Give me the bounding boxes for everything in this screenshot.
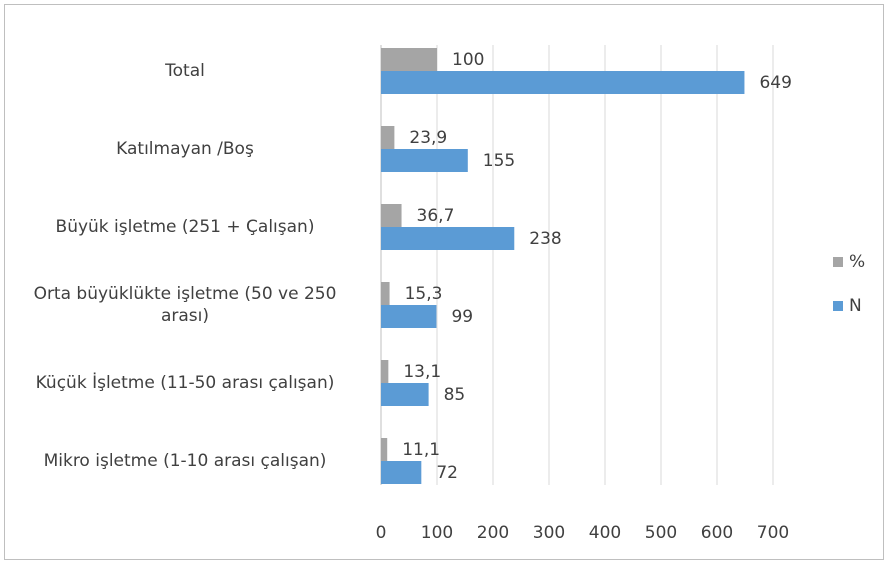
- bar: [381, 126, 395, 149]
- legend-label: N: [849, 296, 862, 316]
- y-tick-label: Katılmayan /Boş: [116, 139, 254, 159]
- x-tick-label: 100: [421, 523, 453, 543]
- data-label: 72: [436, 463, 458, 483]
- bar: [381, 282, 390, 305]
- data-label: 85: [444, 385, 466, 405]
- data-label: 100: [452, 50, 484, 70]
- data-label: 649: [759, 73, 791, 93]
- x-tick-label: 600: [701, 523, 733, 543]
- data-label: 99: [451, 307, 473, 327]
- bar: [381, 461, 422, 484]
- bar: [381, 227, 515, 250]
- bar: [381, 305, 437, 328]
- bar: [381, 360, 389, 383]
- data-label: 155: [483, 151, 515, 171]
- x-tick-label: 300: [533, 523, 565, 543]
- data-label: 23,9: [409, 128, 447, 148]
- bar: [381, 438, 388, 461]
- y-tick-label: Total: [165, 61, 205, 81]
- data-label: 13,1: [403, 362, 441, 382]
- bar: [381, 149, 468, 172]
- bar: [381, 71, 745, 94]
- chart-border: [4, 4, 884, 560]
- x-tick-label: 200: [477, 523, 509, 543]
- data-label: 238: [529, 229, 561, 249]
- bar: [381, 48, 437, 71]
- legend-swatch: [833, 257, 843, 267]
- data-label: 36,7: [417, 206, 455, 226]
- legend-swatch: [833, 301, 843, 311]
- y-tick-label: Mikro işletme (1-10 arası çalışan): [43, 451, 327, 471]
- data-label: 15,3: [405, 284, 443, 304]
- y-tick-label: Büyük işletme (251 + Çalışan): [55, 217, 315, 237]
- bar: [381, 383, 429, 406]
- bar: [381, 204, 402, 227]
- y-tick-label: Küçük İşletme (11-50 arası çalışan): [35, 373, 335, 393]
- x-tick-label: 0: [376, 523, 387, 543]
- x-tick-label: 400: [589, 523, 621, 543]
- legend-label: %: [849, 252, 865, 272]
- y-tick-label: Orta büyüklükte işletme (50 ve 250 arası…: [33, 284, 337, 326]
- data-label: 11,1: [402, 440, 440, 460]
- x-tick-label: 500: [645, 523, 677, 543]
- x-tick-label: 700: [757, 523, 789, 543]
